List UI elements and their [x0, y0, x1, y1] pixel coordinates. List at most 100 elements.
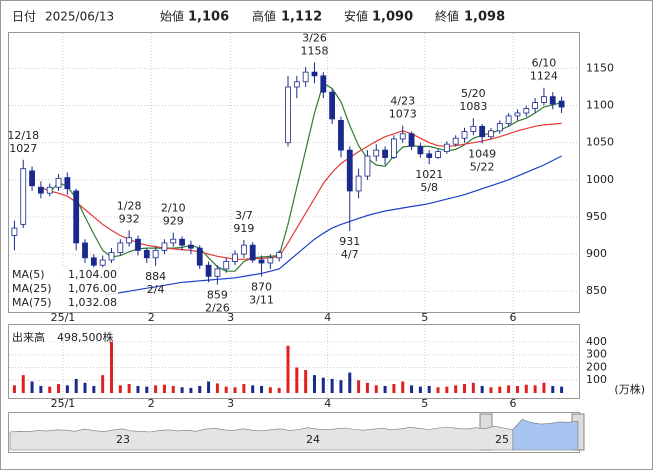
y-tick-label: 1000 — [586, 173, 614, 186]
header-value: 1,098 — [464, 10, 505, 25]
volume-bar — [260, 385, 264, 393]
volume-bar — [560, 386, 564, 393]
candle-body — [461, 131, 468, 139]
candle-body — [435, 151, 441, 158]
volume-bar — [145, 386, 149, 393]
volume-bar — [233, 387, 237, 393]
header-label: 高値 — [252, 9, 276, 24]
volume-tick-label: 300 — [586, 348, 607, 361]
candle-body — [285, 86, 291, 144]
volume-bar — [480, 385, 484, 393]
annotation-date: 3/26 — [302, 31, 327, 44]
candle-body — [505, 115, 512, 124]
candle-body — [452, 137, 459, 145]
volume-bar — [295, 367, 299, 393]
candle-body — [382, 149, 388, 158]
annotation-date: 2/10 — [161, 202, 186, 215]
volume-bar — [515, 385, 519, 393]
candle-body — [108, 252, 115, 261]
candle-body — [532, 102, 539, 109]
annotation-date: 3/11 — [249, 293, 274, 306]
candle-body — [320, 75, 327, 93]
y-tick-label: 900 — [586, 247, 607, 260]
candle-body — [558, 100, 565, 108]
candle-body — [240, 244, 247, 255]
candle-body — [170, 238, 177, 244]
legend-value: 1,104.00 — [68, 268, 117, 281]
volume-bar — [74, 378, 78, 393]
legend-name: MA(5) — [12, 268, 45, 281]
navigator-selected — [512, 419, 579, 451]
y-tick-label: 850 — [586, 284, 607, 297]
candle-body — [99, 259, 106, 266]
volume-latest: 498,500株 — [57, 330, 114, 344]
annotation-value: 884 — [145, 270, 166, 283]
annotation-value: 1049 — [468, 147, 496, 160]
annotation-date: 6/10 — [532, 57, 557, 70]
x-tick-label: 2 — [148, 397, 155, 410]
legend-name: MA(75) — [12, 296, 52, 309]
x-tick-label: 3 — [227, 397, 234, 410]
candle-body — [399, 133, 406, 140]
volume-bar — [83, 382, 87, 393]
candle-body — [29, 170, 35, 187]
volume-bar — [101, 375, 105, 393]
header-label: 日付 — [12, 10, 36, 24]
volume-bar — [463, 384, 467, 393]
candle-body — [214, 268, 221, 277]
candle-body — [523, 108, 530, 114]
candle-body — [329, 91, 336, 120]
volume-bar — [57, 384, 61, 393]
candle-body — [135, 238, 141, 251]
annotation-date: 4/23 — [390, 95, 415, 108]
candle-body — [391, 138, 397, 158]
annotation-value: 1021 — [415, 168, 443, 181]
annotation-value: 929 — [163, 215, 184, 228]
annotation-value: 870 — [251, 280, 272, 293]
volume-bar — [136, 385, 140, 393]
volume-bar — [189, 387, 193, 393]
volume-bar — [162, 384, 166, 393]
x-tick-label: 5 — [421, 397, 428, 410]
candle-body — [249, 244, 256, 261]
volume-bar — [251, 385, 255, 393]
y-tick-label: 1150 — [586, 61, 614, 74]
x-tick-label: 4 — [324, 311, 331, 324]
volume-bar — [436, 387, 440, 393]
candle-body — [11, 227, 18, 236]
volume-bar — [383, 385, 387, 393]
candle-body — [179, 238, 185, 246]
candle-body — [311, 71, 318, 77]
header-value: 1,090 — [372, 10, 413, 25]
annotation-value: 1124 — [530, 70, 558, 83]
candle-body — [126, 237, 133, 244]
ma-line — [49, 82, 562, 272]
y-tick-label: 1100 — [586, 99, 614, 112]
candle-body — [293, 81, 300, 88]
candle-body — [373, 149, 380, 157]
volume-bar — [109, 341, 113, 393]
volume-bar — [330, 378, 334, 393]
volume-panel — [8, 324, 580, 399]
x-tick-label: 2 — [148, 311, 155, 324]
volume-bar — [471, 382, 475, 393]
volume-bar — [401, 381, 405, 393]
annotation-value: 1158 — [300, 44, 328, 57]
volume-bar — [321, 377, 325, 393]
volume-bar — [171, 385, 175, 393]
volume-bar — [242, 384, 246, 393]
volume-bar — [339, 380, 343, 393]
candle-body — [514, 112, 521, 117]
x-tick-label: 6 — [510, 311, 517, 324]
candle-body — [188, 244, 194, 249]
volume-bar — [542, 382, 546, 393]
volume-bar — [392, 384, 396, 393]
volume-bar — [524, 384, 528, 393]
y-tick-label: 1050 — [586, 136, 614, 149]
volume-bar — [118, 385, 122, 393]
volume-bar — [215, 383, 219, 393]
x-tick-label: 3 — [227, 311, 234, 324]
header-value: 1,106 — [188, 10, 229, 25]
volume-bar — [498, 386, 502, 393]
navigator-area — [9, 425, 514, 451]
